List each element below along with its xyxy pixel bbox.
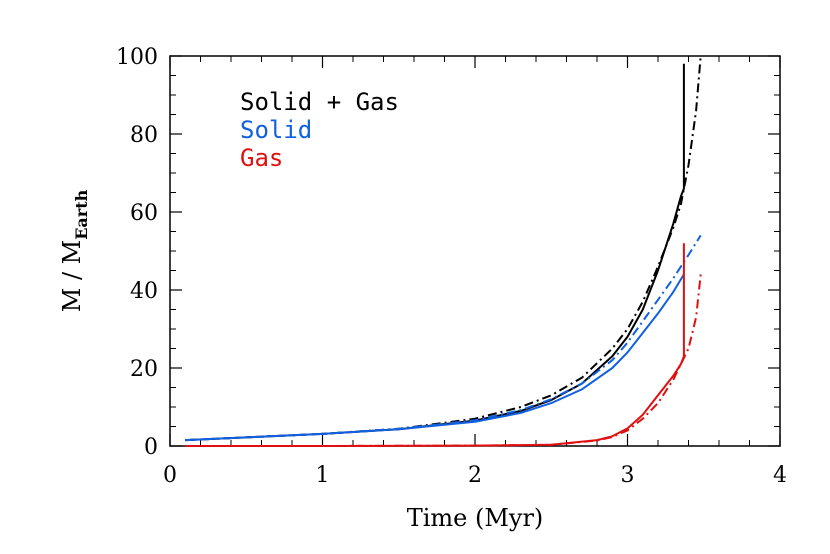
legend-entry-0: Solid + Gas bbox=[240, 88, 399, 116]
y-tick-label: 0 bbox=[144, 435, 158, 460]
x-tick-label: 3 bbox=[621, 463, 635, 488]
y-tick-label: 100 bbox=[116, 45, 158, 70]
y-axis-label-main: M / M bbox=[58, 240, 86, 313]
series-line-1 bbox=[185, 55, 702, 442]
y-tick-label: 40 bbox=[130, 279, 158, 304]
data-series bbox=[185, 55, 702, 447]
series-line-2 bbox=[185, 273, 685, 442]
legend-entry-2: Gas bbox=[240, 144, 283, 172]
y-axis-label-sub: Earth bbox=[72, 189, 91, 239]
series-line-4 bbox=[185, 243, 685, 447]
series-line-5 bbox=[185, 274, 702, 447]
x-tick-labels: 0 1 2 3 4 bbox=[163, 463, 787, 488]
legend-entry-1: Solid bbox=[240, 116, 312, 144]
x-tick-label: 0 bbox=[163, 463, 177, 488]
x-tick-label: 2 bbox=[468, 463, 482, 488]
y-tick-label: 20 bbox=[130, 357, 158, 382]
series-line-3 bbox=[185, 234, 702, 442]
y-tick-label: 60 bbox=[130, 201, 158, 226]
x-tick-label: 4 bbox=[773, 463, 787, 488]
axis-ticks bbox=[169, 55, 781, 447]
y-tick-labels: 0 20 40 60 80 100 bbox=[116, 45, 158, 460]
y-tick-label: 80 bbox=[130, 123, 158, 148]
x-axis-label: Time (Myr) bbox=[407, 504, 544, 532]
y-axis-label: M / MEarth bbox=[58, 189, 91, 312]
x-tick-label: 1 bbox=[316, 463, 330, 488]
